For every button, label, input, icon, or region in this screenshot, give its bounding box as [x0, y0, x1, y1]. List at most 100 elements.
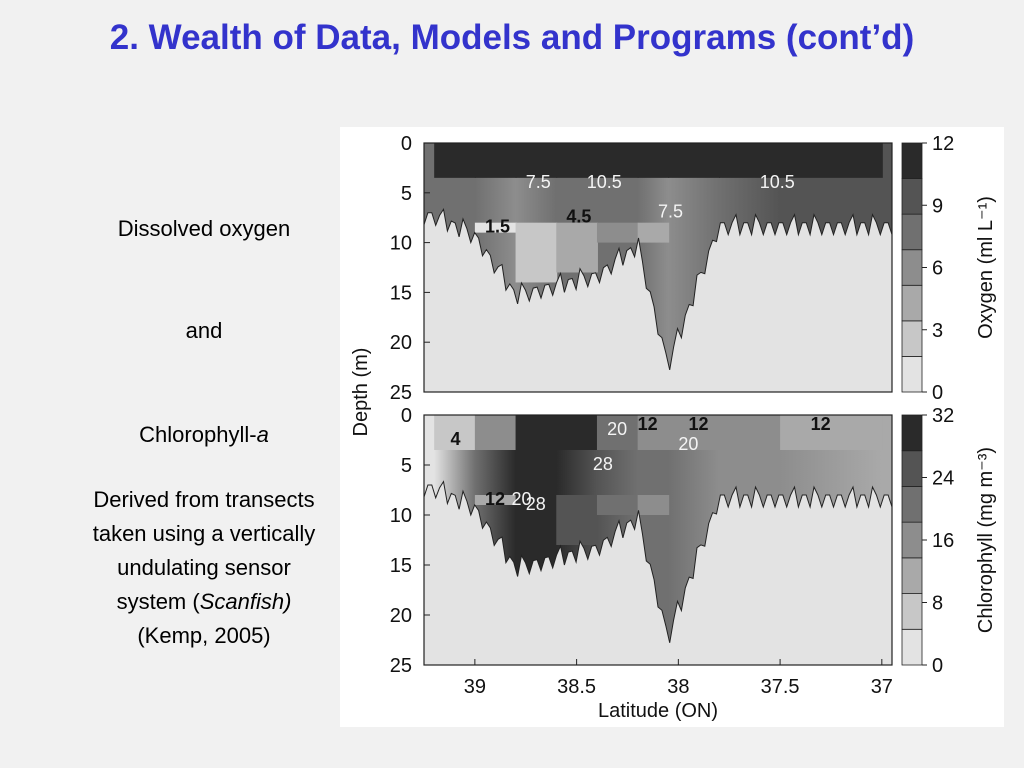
contour-label: 12	[485, 489, 505, 509]
colorbar-tick-label: 9	[932, 195, 943, 217]
description-prefix: system (	[116, 589, 200, 614]
colorbar-tick-label: 32	[932, 405, 954, 427]
deep-layer	[556, 495, 598, 545]
contour-label: 12	[811, 414, 831, 434]
y-tick-label: 15	[390, 555, 412, 577]
surface-layer	[474, 415, 517, 450]
surface-layer	[474, 143, 517, 178]
contour-label: 12	[689, 414, 709, 434]
deep-layer	[596, 222, 639, 243]
surface-layer	[637, 415, 670, 450]
colorbar-tick-label: 6	[932, 258, 943, 280]
y-tick-label: 15	[390, 282, 412, 304]
contour-label: 1.5	[485, 217, 510, 237]
surface-layer	[434, 143, 476, 178]
x-tick-label: 38	[667, 676, 689, 698]
y-tick-label: 25	[390, 655, 412, 677]
contour-label: 28	[593, 454, 613, 474]
description-line: undulating sensor	[117, 555, 291, 580]
colorbar-segment	[901, 356, 923, 393]
y-tick-label: 20	[390, 605, 412, 627]
colorbar-segment	[901, 486, 923, 523]
y-tick-label: 5	[401, 455, 412, 477]
colorbar-segment	[901, 213, 923, 251]
deep-layer	[596, 495, 639, 515]
description-italic: Scanfish)	[199, 589, 292, 614]
contour-label: 4.5	[566, 207, 591, 227]
description-line: system (Scanfish)	[40, 585, 368, 619]
contour-label: 12	[638, 414, 658, 434]
surface-layer	[515, 415, 558, 450]
colorbar-segment	[901, 521, 923, 559]
label-chlorophyll-prefix: Chlorophyll-	[139, 422, 257, 447]
surface-layer	[556, 415, 598, 450]
colorbar-tick-label: 3	[932, 320, 943, 342]
label-chlorophyll: Chlorophyll-a	[40, 418, 368, 452]
contour-label: 7.5	[658, 202, 683, 222]
deep-layer	[474, 222, 517, 233]
y-tick-label: 10	[390, 233, 412, 255]
surface-layer	[668, 415, 721, 450]
deep-layer	[637, 495, 670, 515]
colorbar-tick-label: 24	[932, 468, 954, 490]
surface-layer	[637, 143, 670, 178]
colorbar-segment	[901, 320, 923, 357]
deep-layer	[515, 222, 558, 283]
colorbar-segment	[901, 284, 923, 322]
y-tick-label: 5	[401, 183, 412, 205]
y-axis-title: Depth (m)	[350, 348, 372, 437]
colorbar-tick-label: 0	[932, 655, 943, 677]
contour-label: 4	[450, 429, 460, 449]
x-tick-label: 37.5	[761, 676, 800, 698]
contour-label: 10.5	[760, 172, 795, 192]
description-line: (Kemp, 2005)	[137, 623, 271, 648]
contour-label: 20	[511, 489, 531, 509]
contour-label: 7.5	[526, 172, 551, 192]
deep-layer	[637, 222, 670, 243]
contour-label: 20	[678, 434, 698, 454]
surface-layer	[515, 143, 558, 178]
colorbar-segment	[901, 142, 923, 179]
colorbar-segment	[901, 593, 923, 630]
transect-chart-svg: 0 5 10 15 20 25 7.5 10.5 10.5 7.5 1.5 4.5 0 3 6 9 12 Oxyg…	[350, 133, 997, 722]
colorbar-title: Oxygen (ml L⁻¹)	[975, 196, 997, 339]
surface-layer	[780, 143, 883, 178]
seafloor-bathymetry	[423, 480, 893, 666]
y-tick-label: 0	[401, 405, 412, 427]
colorbar-segment	[901, 178, 923, 215]
slide-title: 2. Wealth of Data, Models and Programs (…	[109, 18, 915, 57]
colorbar-title: Chlorophyll (mg m⁻³)	[975, 447, 997, 633]
description-line: taken using a vertically	[92, 521, 316, 546]
contour-label: 20	[607, 419, 627, 439]
colorbar-tick-label: 0	[932, 382, 943, 404]
description-line: Derived from transects	[93, 487, 315, 512]
x-tick-label: 37	[871, 676, 893, 698]
y-tick-label: 20	[390, 332, 412, 354]
surface-layer	[668, 143, 721, 178]
colorbar-segment	[901, 628, 923, 666]
x-axis-title: Latitude (ON)	[598, 700, 718, 722]
label-chlorophyll-italic: a	[256, 422, 269, 447]
x-tick-label: 39	[464, 676, 486, 698]
surface-layer	[780, 415, 883, 450]
description-text: Derived from transects taken using a ver…	[40, 483, 368, 653]
colorbar-tick-label: 16	[932, 530, 954, 552]
y-tick-label: 0	[401, 133, 412, 155]
surface-layer	[596, 143, 639, 178]
surface-layer	[556, 143, 598, 178]
y-tick-label: 10	[390, 505, 412, 527]
contour-label: 10.5	[587, 172, 622, 192]
colorbar-segment	[901, 557, 923, 594]
colorbar-segment	[901, 249, 923, 286]
seafloor-bathymetry	[423, 207, 893, 393]
colorbar-tick-label: 8	[932, 593, 943, 615]
colorbar-tick-label: 12	[932, 133, 954, 155]
colorbar-segment	[901, 414, 923, 452]
label-dissolved-oxygen: Dissolved oxygen	[117, 216, 291, 241]
contour-label: 28	[526, 494, 546, 514]
panel-frame	[423, 142, 893, 393]
deep-layer	[556, 222, 598, 273]
x-tick-label: 38.5	[557, 676, 596, 698]
label-and: and	[185, 318, 223, 343]
surface-layer	[434, 415, 476, 450]
